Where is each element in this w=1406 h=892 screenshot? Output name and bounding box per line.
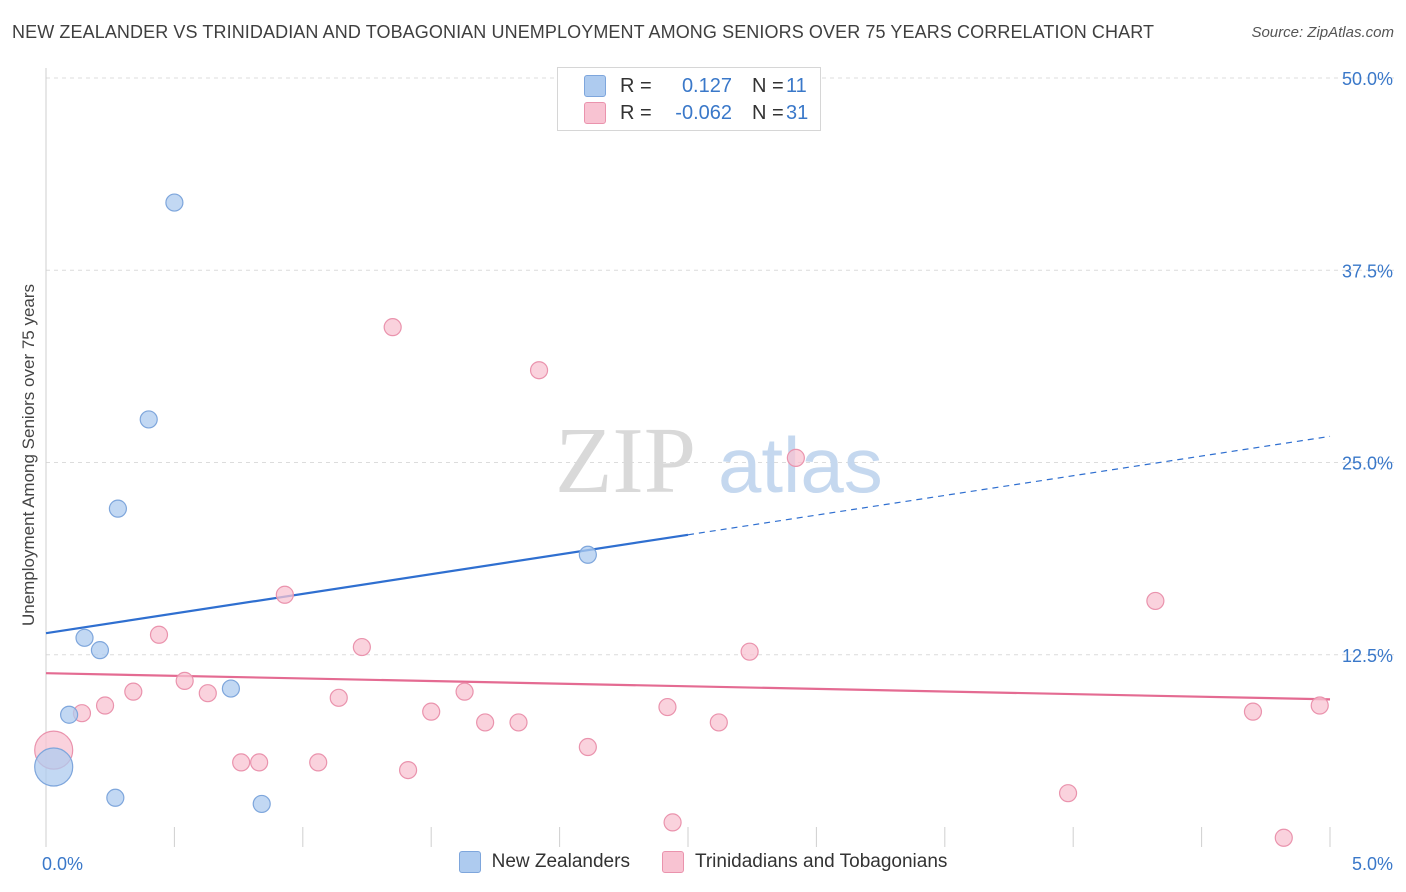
legend-item-new-zealanders[interactable]: New Zealanders [458,851,630,873]
data-point-trinidadians [1274,828,1293,847]
correlation-legend: R = 0.127 N = 11 R = -0.062 N = 31 [557,67,821,131]
data-point-new-zealanders [221,679,240,698]
data-point-trinidadians [1146,591,1165,611]
legend-item-label: New Zealanders [491,851,630,872]
data-point-new-zealanders [252,794,271,814]
data-point-new-zealanders [578,545,597,564]
x-tick-label: 0.0% [42,854,83,874]
data-point-trinidadians [275,585,294,604]
trend-line-trinidadians [45,672,1331,701]
legend-row-trinidadians: R = -0.062 N = 31 [584,100,808,126]
legend-n-label: N = [752,74,784,97]
data-point-trinidadians [232,753,251,772]
watermark: ZIP atlas [555,409,883,513]
data-point-trinidadians [309,753,328,772]
data-point-trinidadians [658,697,677,717]
data-point-trinidadians [352,637,371,657]
legend-r-label: R = [620,101,652,124]
data-point-new-zealanders [106,788,125,807]
legend-n-value: 11 [786,74,807,97]
data-point-new-zealanders [75,628,94,647]
legend-row-new-zealanders: R = 0.127 N = 11 [584,73,807,99]
data-point-new-zealanders [139,410,158,429]
data-point-trinidadians [663,813,682,832]
data-point-trinidadians [740,642,759,661]
y-tick-label: 12.5% [1342,646,1393,666]
data-point-trinidadians [476,713,495,732]
legend-swatch-pink [661,851,684,873]
data-point-trinidadians [1310,696,1329,715]
point-layer [34,193,1329,847]
legend-swatch-blue [458,851,481,873]
legend-n-value: 31 [786,101,809,124]
data-point-trinidadians [198,684,217,703]
data-point-trinidadians [509,713,528,732]
label-layer: 12.5% 25.0% 37.5% 50.0% 0.0% 5.0% Unemployment… [19,69,1393,874]
data-point-trinidadians [786,448,805,467]
axis-layer [45,68,1331,847]
legend-n-label: N = [752,101,784,124]
data-point-trinidadians [529,361,549,380]
y-tick-label: 37.5% [1342,261,1393,281]
y-tick-label: 50.0% [1342,69,1393,89]
data-point-trinidadians [709,713,728,732]
data-point-new-zealanders [108,499,128,518]
data-point-trinidadians [1058,784,1078,803]
data-point-trinidadians [383,318,402,337]
data-point-new-zealanders [165,193,184,212]
source-label: Source: ZipAtlas.com [1251,24,1394,41]
data-point-trinidadians [149,625,169,644]
data-point-trinidadians [578,737,597,757]
chart-title: NEW ZEALANDER VS TRINIDADIAN AND TOBAGON… [12,22,1155,42]
series-legend: New Zealanders Trinidadians and Tobagoni… [0,851,1406,873]
legend-item-label: Trinidadians and Tobagonians [694,851,948,872]
x-tick-label: 5.0% [1352,854,1393,874]
legend-swatch-pink [584,102,606,124]
legend-r-value: 0.127 [681,74,732,97]
legend-r-label: R = [620,74,652,97]
data-point-trinidadians [1243,702,1263,721]
y-tick-label: 25.0% [1342,454,1393,474]
data-point-trinidadians [329,688,348,707]
trend-line-extension [687,435,1331,536]
watermark-zip: ZIP [555,409,696,513]
data-point-trinidadians [455,682,474,701]
data-point-trinidadians [95,696,115,715]
y-axis-title: Unemployment Among Seniors over 75 years [19,284,38,626]
data-point-trinidadians [175,671,194,690]
legend-item-trinidadians[interactable]: Trinidadians and Tobagonians [661,851,948,873]
data-point-trinidadians [250,753,269,772]
legend-swatch-blue [584,75,606,97]
data-point-new-zealanders [34,747,74,787]
legend-r-value: -0.062 [675,101,732,124]
grid-layer [46,77,1394,656]
data-point-trinidadians [422,702,441,721]
data-point-new-zealanders [90,641,110,660]
data-point-trinidadians [398,760,418,780]
data-point-trinidadians [124,682,143,701]
data-point-new-zealanders [60,705,79,724]
